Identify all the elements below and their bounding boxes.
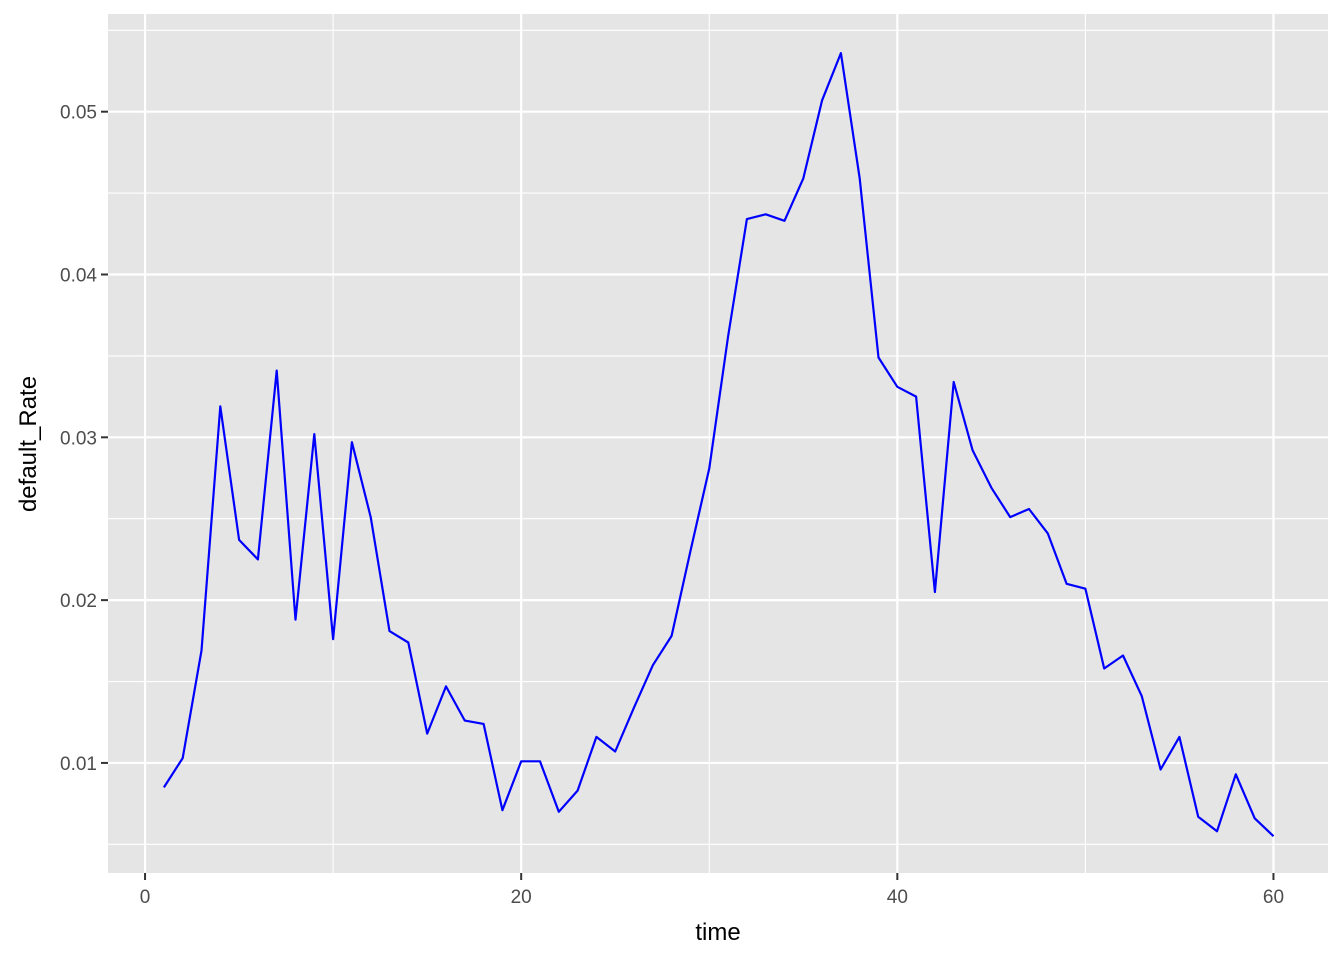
y-axis-label: default_Rate [15,376,42,512]
series-line [162,52,1275,837]
y-tick-label: 0.02 [60,591,97,612]
y-tick-label: 0.05 [60,103,97,124]
x-axis-label: time [695,919,740,946]
y-tick-label: 0.03 [60,428,97,449]
y-tick-label: 0.04 [60,266,97,287]
x-tick-label: 0 [140,887,151,908]
x-tick-label: 40 [887,887,908,908]
axis-ticks: 0 20 40 60 0.01 0.02 0.03 0.04 0.05 [60,103,1284,908]
plot-panel [108,14,1328,873]
gridlines [108,14,1328,873]
x-tick-label: 60 [1263,887,1284,908]
y-tick-label: 0.01 [60,754,97,775]
x-tick-label: 20 [511,887,532,908]
